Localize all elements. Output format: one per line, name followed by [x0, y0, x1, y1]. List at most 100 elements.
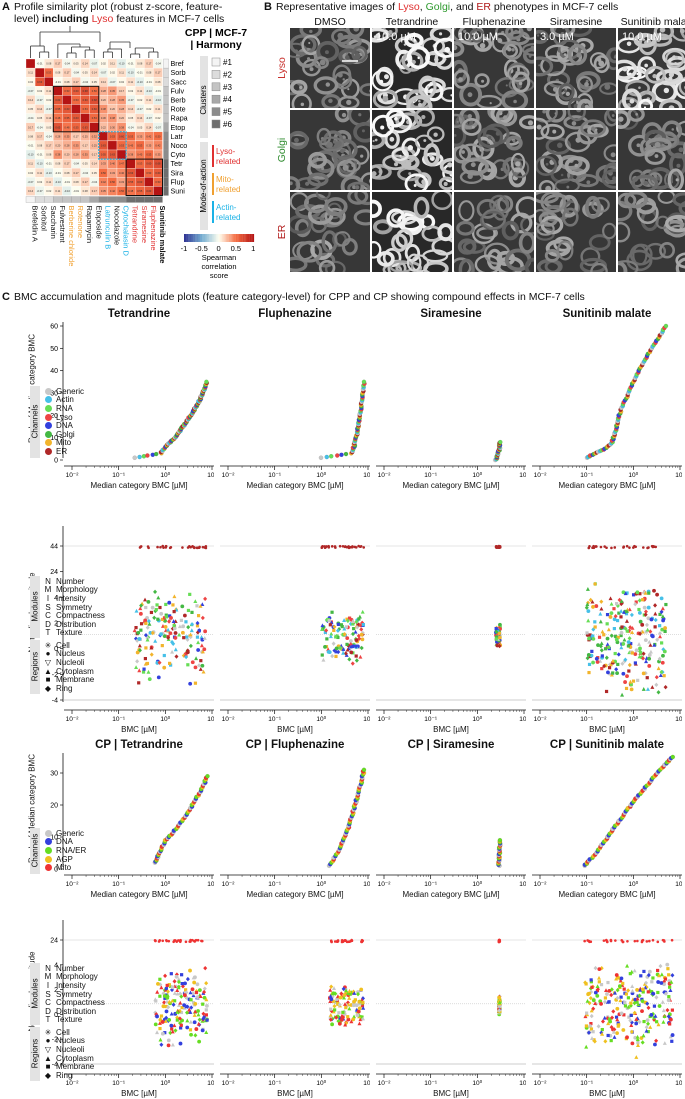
- cell-outline: [647, 33, 673, 47]
- magnitude-point: [183, 981, 187, 986]
- legend-glyph: N: [45, 963, 51, 973]
- magnitude-point: [354, 638, 359, 643]
- colorbar-tick: 0.5: [231, 244, 241, 253]
- heatmap-cell-value: 0.42: [146, 134, 152, 138]
- heatmap-cell: [116, 149, 127, 160]
- magnitude-point: [332, 1003, 337, 1009]
- x-axis-tick-label: 10⁻¹: [580, 472, 594, 479]
- cell-outline: [307, 157, 335, 180]
- magnitude-point: [200, 637, 205, 642]
- magnitude-point: [339, 1018, 344, 1022]
- colorbar-segment: [196, 234, 199, 242]
- cell-outline: [589, 52, 608, 69]
- magnitude-point: [624, 619, 629, 623]
- magnitude-top-point: [181, 546, 184, 549]
- heatmap-compound-label: Etoposide: [94, 206, 103, 239]
- magnitude-top-point: [193, 546, 196, 549]
- magnitude-point: [635, 996, 640, 1001]
- magnitude-top-point: [583, 939, 586, 943]
- legend-row: ✳ Cell: [43, 641, 94, 650]
- magnitude-top-point: [495, 546, 498, 549]
- heatmap-cell-value: -0.04: [73, 162, 79, 166]
- magnitude-point: [190, 660, 195, 665]
- legend-row: DNA: [43, 421, 84, 430]
- heatmap-row-label: Flup: [171, 177, 185, 186]
- cell-puncta: [444, 46, 451, 53]
- col-cluster-swatch: [98, 196, 109, 203]
- magnitude-point: [611, 1029, 616, 1034]
- heatmap-cell-value: 0.02: [28, 80, 34, 84]
- heatmap-cell-value: 0.38: [110, 116, 116, 120]
- cell-puncta: [346, 99, 352, 106]
- x-axis-tick-label: 10⁻¹: [580, 881, 594, 888]
- magnitude-point: [645, 676, 649, 680]
- cell-puncta: [324, 50, 329, 55]
- magnitude-point: [653, 1042, 657, 1047]
- cluster-legend-swatch: [211, 70, 221, 79]
- magnitude-point: [156, 617, 160, 621]
- colorbar-tick: 1: [251, 244, 255, 253]
- cell-outline: [353, 121, 370, 143]
- heatmap-cell-value: 0.14: [128, 107, 134, 111]
- magnitude-point: [588, 1024, 593, 1029]
- cell-outline: [604, 110, 616, 127]
- y-axis-tick-label: -2: [52, 672, 58, 679]
- y-axis-tick-label: 24: [50, 938, 58, 945]
- heatmap-cell-value: 0.42: [110, 189, 116, 193]
- legend-list: N Number M Morphology I Intensity S Symmetry C Co…: [43, 963, 105, 1025]
- magnitude-point: [342, 995, 347, 1000]
- magnitude-point: [591, 660, 595, 665]
- magnitude-plot: 10⁻²10⁻¹10⁰10¹: [376, 938, 526, 1087]
- colorbar-segment: [209, 234, 211, 242]
- cell-outline: [564, 156, 590, 176]
- rank-point: [324, 454, 330, 460]
- cell-outline: [518, 231, 534, 254]
- heatmap-cell-value: -0.04: [46, 134, 52, 138]
- magnitude-point: [609, 987, 614, 992]
- colorbar-segment: [242, 234, 245, 242]
- magnitude-top-point: [362, 546, 366, 549]
- legend-item-label: Golgi: [56, 429, 75, 439]
- magnitude-point: [618, 978, 623, 983]
- y-axis-tick-label: -4: [52, 1062, 58, 1069]
- colorbar-segment: [185, 234, 187, 242]
- magnitude-point: [647, 653, 652, 657]
- magnitude-point: [354, 1003, 359, 1008]
- magnitude-point: [635, 590, 640, 595]
- magnitude-point: [203, 596, 208, 602]
- heatmap-cell-value: -0.07: [137, 107, 143, 111]
- magnitude-point: [335, 997, 339, 1002]
- legend-row: RNA: [43, 404, 84, 413]
- legend-item-label: Membrane: [56, 675, 95, 685]
- magnitude-top-point: [632, 546, 635, 549]
- legend-item-label: Generic: [56, 828, 85, 838]
- cell-outline: [386, 208, 406, 228]
- y-axis-tick-label: 0: [54, 1012, 58, 1019]
- cell-outline: [372, 131, 386, 150]
- heatmap-cell-value: 0.28: [110, 98, 116, 102]
- magnitude-point: [585, 631, 589, 635]
- heatmap-cell-value: 0.53: [155, 180, 161, 184]
- heatmap-cell-value: 0.63: [64, 107, 70, 111]
- cell-outline: [636, 202, 659, 225]
- heatmap-cell-value: -0.10: [155, 98, 161, 102]
- legend-sidebar-title: Modules: [30, 591, 40, 622]
- magnitude-point: [600, 1031, 605, 1036]
- magnitude-point: [588, 633, 592, 637]
- legend-item-label: Nucleus: [56, 649, 85, 659]
- magnitude-point: [150, 630, 155, 636]
- cell-puncta: [636, 143, 641, 148]
- heatmap-cell-value: 0.63: [74, 116, 80, 120]
- magnitude-point: [619, 630, 624, 635]
- cell-outline: [426, 126, 445, 143]
- heatmap-cell-value: 0.14: [146, 125, 152, 129]
- magnitude-point: [153, 997, 158, 1002]
- magnitude-point: [615, 1017, 620, 1022]
- legend-list: ✳ Cell ● Nucleus ▽ Nucleoli ▲ Cytoplasm ■ Membran…: [43, 641, 94, 693]
- magnitude-point: [185, 976, 190, 982]
- magnitude-point: [195, 624, 200, 628]
- magnitude-point: [352, 999, 356, 1004]
- magnitude-point: [339, 991, 344, 996]
- magnitude-point: [619, 609, 624, 613]
- magnitude-point: [163, 973, 168, 979]
